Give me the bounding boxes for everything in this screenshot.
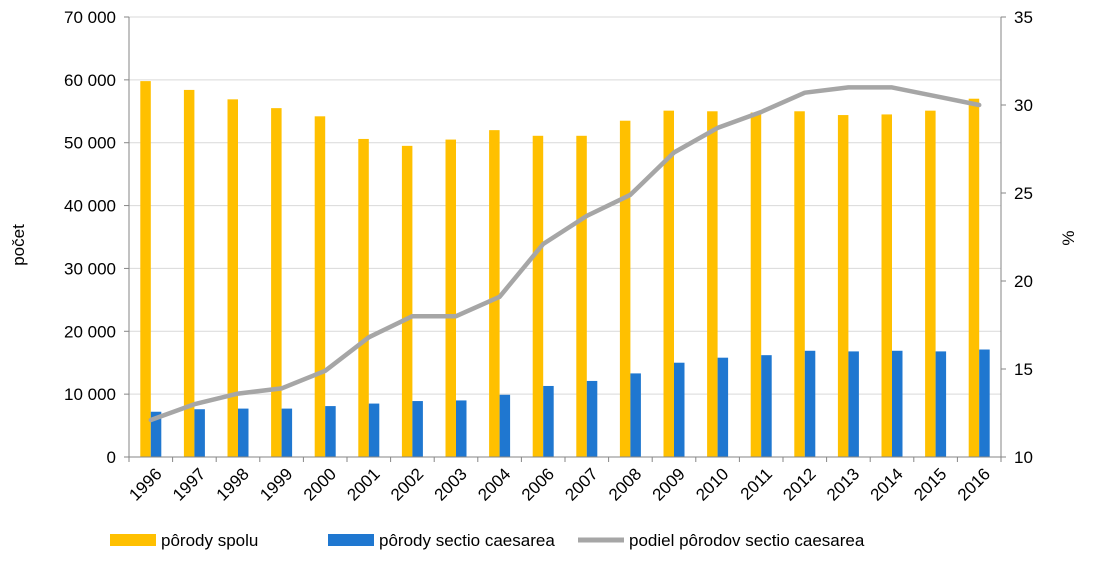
bar-porody-spolu bbox=[881, 114, 892, 457]
bar-sectio-caesarea bbox=[412, 401, 423, 457]
bar-porody-spolu bbox=[314, 116, 326, 458]
bar-porody-spolu bbox=[183, 89, 195, 458]
bar-porody-spolu bbox=[707, 111, 718, 458]
bar-porody-spolu bbox=[619, 120, 631, 457]
bar-porody-spolu bbox=[532, 135, 544, 458]
y-tick-label: 0 bbox=[107, 448, 116, 467]
bar-sectio-caesarea bbox=[935, 351, 947, 457]
bar-sectio-caesarea bbox=[238, 408, 249, 457]
x-tick-label: 2013 bbox=[823, 464, 863, 504]
gridlines bbox=[129, 16, 1001, 395]
bar-porody-spolu bbox=[663, 110, 674, 458]
left-axis-ticks: 0 10 000 20 000 30 000 40 000 50 000 60 000 70 … bbox=[64, 8, 116, 467]
x-tick-label: 1999 bbox=[256, 464, 296, 504]
y-tick-label: 50 000 bbox=[64, 134, 116, 153]
bar-porody-spolu bbox=[968, 98, 980, 457]
x-tick-label: 2000 bbox=[300, 464, 340, 504]
x-tick-label: 1998 bbox=[213, 464, 253, 504]
x-tick-label: 2007 bbox=[561, 464, 601, 504]
y-tick-label: 70 000 bbox=[64, 8, 116, 27]
legend-label: pôrody spolu bbox=[161, 531, 258, 550]
x-axis-ticks: 1996 1997 1998 1999 2000 2001 2002 2003 2004 2006… bbox=[125, 464, 994, 504]
y2-tick-label: 30 bbox=[1014, 96, 1033, 115]
legend: pôrody spolu pôrody sectio caesarea podiel… bbox=[110, 531, 865, 550]
bar-porody-spolu bbox=[358, 138, 369, 457]
x-tick-label: 2015 bbox=[910, 464, 950, 504]
bar-sectio-caesarea bbox=[499, 394, 511, 457]
x-tick-label: 2001 bbox=[343, 464, 383, 504]
x-tick-label: 2009 bbox=[649, 464, 689, 504]
bar-sectio-caesarea bbox=[325, 406, 336, 457]
bar-porody-spolu bbox=[140, 81, 151, 457]
bar-porody-spolu bbox=[489, 130, 500, 457]
x-tick-label: 2012 bbox=[779, 464, 819, 504]
x-tick-label: 2002 bbox=[387, 464, 427, 504]
legend-label: pôrody sectio caesarea bbox=[379, 531, 555, 550]
bar-porody-spolu bbox=[401, 145, 413, 457]
axes bbox=[124, 16, 1006, 462]
bar-sectio-caesarea bbox=[281, 408, 293, 457]
bar-porody-spolu bbox=[227, 99, 238, 457]
bar-porody-spolu bbox=[576, 135, 587, 458]
bar-sectio-caesarea bbox=[368, 403, 380, 457]
y-tick-label: 60 000 bbox=[64, 71, 116, 90]
bar-sectio-caesarea bbox=[892, 350, 903, 457]
bar-sectio-caesarea bbox=[979, 349, 990, 457]
bar-porody-spolu bbox=[925, 110, 936, 458]
bar-sectio-caesarea bbox=[761, 355, 772, 457]
line-series bbox=[148, 85, 982, 423]
y2-tick-label: 20 bbox=[1014, 272, 1033, 291]
right-axis-ticks: 10 15 20 25 30 35 bbox=[1014, 8, 1033, 467]
y2-tick-label: 35 bbox=[1014, 8, 1033, 27]
legend-label: podiel pôrodov sectio caesarea bbox=[629, 531, 865, 550]
y-tick-label: 30 000 bbox=[64, 259, 116, 278]
bar-sectio-caesarea bbox=[543, 385, 554, 457]
bar-sectio-caesarea bbox=[194, 409, 205, 457]
x-tick-label: 2010 bbox=[692, 464, 732, 504]
bar-sectio-caesarea bbox=[717, 357, 729, 457]
x-tick-label: 1997 bbox=[169, 464, 209, 504]
bar-porody-spolu bbox=[445, 139, 456, 458]
x-tick-label: 2003 bbox=[431, 464, 471, 504]
x-tick-label: 2004 bbox=[474, 464, 514, 504]
y2-tick-label: 10 bbox=[1014, 448, 1033, 467]
bar-sectio-caesarea bbox=[456, 400, 467, 457]
x-tick-label: 2014 bbox=[867, 464, 907, 504]
x-tick-label: 2016 bbox=[954, 464, 994, 504]
bar-sectio-caesarea bbox=[150, 411, 162, 457]
bar-sectio-caesarea bbox=[804, 350, 816, 457]
line-podiel-sectio-caesarea bbox=[148, 85, 982, 423]
bar-porody-spolu bbox=[794, 111, 805, 458]
y-tick-label: 40 000 bbox=[64, 197, 116, 216]
y2-tick-label: 15 bbox=[1014, 360, 1033, 379]
y-tick-label: 10 000 bbox=[64, 385, 116, 404]
bar-porody-spolu bbox=[837, 115, 849, 458]
bar-sectio-caesarea bbox=[586, 380, 598, 457]
x-tick-label: 2008 bbox=[605, 464, 645, 504]
y-tick-label: 20 000 bbox=[64, 322, 116, 341]
x-tick-label: 2011 bbox=[737, 464, 776, 503]
x-tick-label: 1996 bbox=[125, 464, 165, 504]
bar-porody-spolu bbox=[271, 108, 282, 458]
bar-sectio-caesarea bbox=[630, 373, 641, 457]
legend-swatch bbox=[110, 534, 156, 546]
x-tick-label: 2006 bbox=[518, 464, 558, 504]
y2-tick-label: 25 bbox=[1014, 184, 1033, 203]
bar-porody-spolu bbox=[750, 112, 762, 458]
y2-axis-title: % bbox=[1059, 230, 1078, 245]
legend-swatch bbox=[328, 534, 374, 546]
bars bbox=[140, 81, 990, 458]
y-axis-title: počet bbox=[9, 224, 28, 266]
bar-sectio-caesarea bbox=[674, 362, 685, 457]
bar-sectio-caesarea bbox=[848, 351, 859, 457]
